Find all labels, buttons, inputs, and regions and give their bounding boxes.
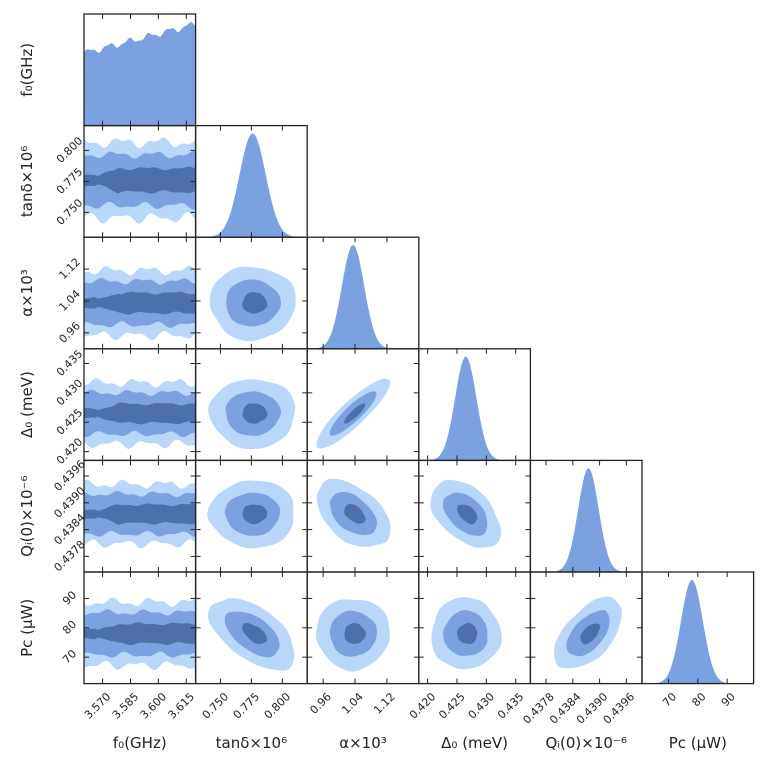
y-tick-label-Delta0: 0.425 — [54, 406, 85, 437]
panel-Delta0-tan_delta — [194, 348, 308, 462]
x-tick-label-Pc: 80 — [689, 690, 708, 709]
panel-alpha-tan_delta — [194, 236, 308, 350]
marginal-Delta0 — [418, 356, 514, 461]
x-axis-title-Qi0: Qᵢ(0)×10⁻⁶ — [546, 734, 627, 752]
x-axis-title-f0: f₀(GHz) — [113, 734, 167, 752]
y-tick-label-alpha: 0.96 — [56, 319, 83, 346]
y-tick-label-alpha: 1.12 — [56, 255, 83, 282]
x-tick-label-f0: 3.570 — [82, 690, 113, 721]
contour-1sigma — [242, 403, 268, 424]
panel-Delta0-alpha — [306, 348, 420, 462]
contour-1sigma — [242, 623, 268, 644]
panel-tan_delta-f0 — [83, 124, 197, 238]
panel-alpha-f0 — [83, 236, 197, 350]
x-tick-label-Delta0: 0.430 — [466, 690, 497, 721]
y-axis-title-Pc: Pᴄ (μW) — [18, 599, 36, 657]
marginal-Pc — [642, 579, 754, 684]
y-axis-title-Qi0: Qᵢ(0)×10⁻⁶ — [18, 476, 36, 557]
panel-Pc-Delta0 — [418, 571, 532, 685]
y-tick-label-tan_delta: 0.800 — [54, 134, 85, 165]
contour-1sigma — [580, 623, 601, 645]
panel-Delta0-Delta0 — [418, 348, 532, 462]
panel-Pc-alpha — [306, 571, 420, 685]
panel-Pc-Pc — [641, 571, 755, 685]
x-tick-label-f0: 3.615 — [166, 690, 197, 721]
panel-Delta0-f0 — [83, 348, 197, 462]
contour-1sigma — [84, 622, 196, 645]
contour-1sigma — [242, 504, 268, 525]
contour-1sigma — [84, 503, 196, 525]
y-axis-title-Delta0: Δ₀ (meV) — [18, 371, 36, 438]
contour-1sigma — [84, 166, 196, 194]
panel-Pc-tan_delta — [194, 571, 308, 685]
contour-1sigma — [242, 292, 268, 314]
y-tick-label-tan_delta: 0.775 — [54, 165, 85, 196]
x-tick-label-f0: 3.585 — [110, 690, 141, 721]
x-axis-title-tan_delta: tanδ×10⁶ — [216, 734, 287, 752]
y-tick-label-Pc: 80 — [60, 618, 79, 637]
y-tick-label-alpha: 1.04 — [56, 287, 83, 314]
y-tick-label-Pc: 70 — [60, 647, 79, 666]
x-tick-label-alpha: 0.96 — [307, 690, 334, 717]
marginal-Qi0 — [542, 468, 635, 572]
x-tick-label-tan_delta: 0.750 — [200, 690, 231, 721]
x-tick-label-Delta0: 0.425 — [436, 690, 467, 721]
y-axis-title-tan_delta: tanδ×10⁶ — [18, 146, 36, 217]
x-axis-title-alpha: α×10³ — [339, 734, 387, 752]
contour-1sigma — [457, 622, 478, 645]
x-tick-label-Pc: 90 — [719, 690, 738, 709]
marginal-alpha — [307, 245, 419, 349]
y-tick-label-Pc: 90 — [60, 589, 79, 608]
y-tick-label-Delta0: 0.430 — [54, 377, 85, 408]
panel-Qi0-Qi0 — [529, 459, 643, 573]
contour-1sigma — [344, 403, 366, 424]
marginal-f0 — [84, 22, 196, 126]
panel-Qi0-alpha — [306, 459, 420, 573]
x-axis-title-Pc: Pᴄ (μW) — [669, 734, 727, 752]
panel-Pc-f0 — [83, 571, 197, 685]
x-tick-label-Delta0: 0.420 — [407, 690, 438, 721]
y-tick-label-tan_delta: 0.750 — [54, 196, 85, 227]
x-tick-label-alpha: 1.12 — [371, 690, 398, 717]
x-axis-title-Delta0: Δ₀ (meV) — [441, 734, 508, 752]
marginal-tan_delta — [195, 133, 308, 238]
x-tick-label-tan_delta: 0.775 — [231, 690, 262, 721]
contour-1sigma — [344, 623, 366, 644]
panel-f0-f0 — [83, 13, 197, 127]
x-tick-label-alpha: 1.04 — [339, 690, 366, 717]
panel-Qi0-Delta0 — [418, 459, 532, 573]
y-axis-title-alpha: α×10³ — [18, 269, 36, 317]
panel-Pc-Qi0 — [529, 571, 643, 685]
contour-1sigma — [84, 402, 196, 425]
contour-1sigma — [457, 504, 478, 525]
contour-1sigma — [84, 291, 196, 315]
y-tick-label-Delta0: 0.435 — [54, 347, 85, 378]
panel-Qi0-tan_delta — [194, 459, 308, 573]
panel-alpha-alpha — [306, 236, 420, 350]
contour-1sigma — [344, 504, 366, 524]
x-tick-label-f0: 3.600 — [138, 690, 169, 721]
y-axis-title-f0: f₀(GHz) — [18, 43, 36, 97]
panel-tan_delta-tan_delta — [194, 124, 308, 238]
x-tick-label-Pc: 70 — [660, 690, 679, 709]
x-tick-label-tan_delta: 0.800 — [262, 690, 293, 721]
panel-Qi0-f0 — [83, 459, 197, 573]
